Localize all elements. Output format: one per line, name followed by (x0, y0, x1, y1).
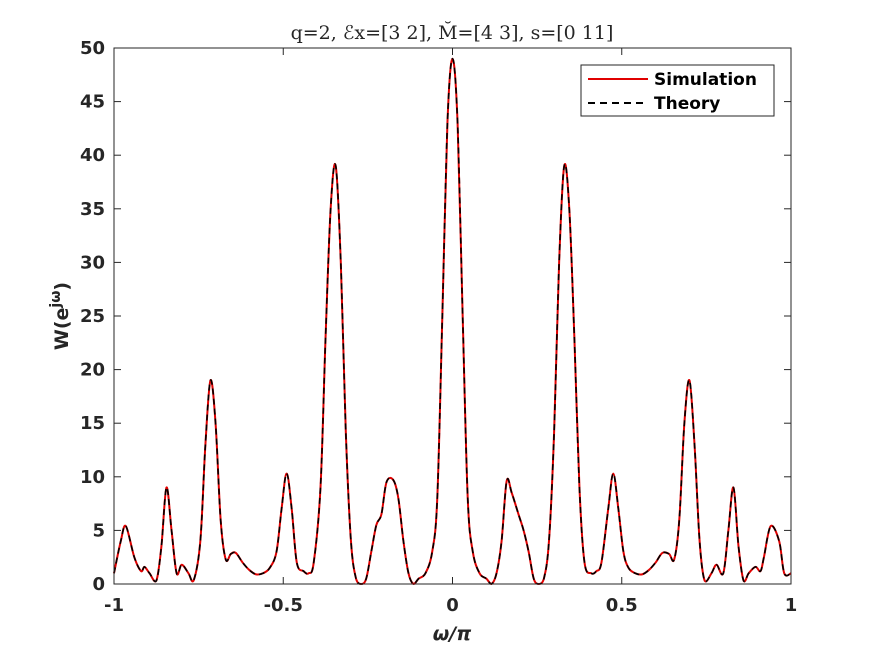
plot-area (114, 48, 791, 584)
series-layer (113, 57, 792, 585)
legend-label-simulation: Simulation (654, 70, 757, 90)
y-tick-label: 10 (80, 467, 105, 488)
legend: Simulation Theory (580, 64, 775, 117)
legend-box (580, 64, 775, 117)
y-tick-label: 25 (80, 306, 105, 327)
y-tick-label: 50 (80, 38, 105, 59)
y-tick-label: 15 (80, 413, 105, 434)
legend-label-theory: Theory (654, 94, 720, 114)
y-tick-label: 30 (80, 252, 105, 273)
x-tick-label: 0.5 (606, 595, 638, 616)
y-axis-label: W(ejω) (48, 282, 73, 350)
chart-title: q=2, ℰx=[3 2], M̆=[4 3], s=[0 11] (291, 22, 614, 44)
y-tick-label: 20 (80, 360, 105, 381)
y-axis-label-sup: jω (48, 291, 64, 309)
series-line-theory (113, 57, 792, 585)
x-tick-label: -0.5 (264, 595, 303, 616)
x-tick-label: -1 (104, 595, 124, 616)
x-tick-label: 1 (785, 595, 798, 616)
y-tick-label: 5 (92, 520, 105, 541)
y-tick-label: 45 (80, 92, 105, 113)
y-axis-label-base: W(e (51, 308, 73, 351)
y-axis-label-close: ) (51, 282, 73, 291)
x-tick-label: 0 (446, 595, 459, 616)
x-axis-label: ω/π (433, 623, 471, 645)
y-tick-label: 35 (80, 199, 105, 220)
y-tick-label: 40 (80, 145, 105, 166)
y-tick-label: 0 (92, 574, 105, 595)
